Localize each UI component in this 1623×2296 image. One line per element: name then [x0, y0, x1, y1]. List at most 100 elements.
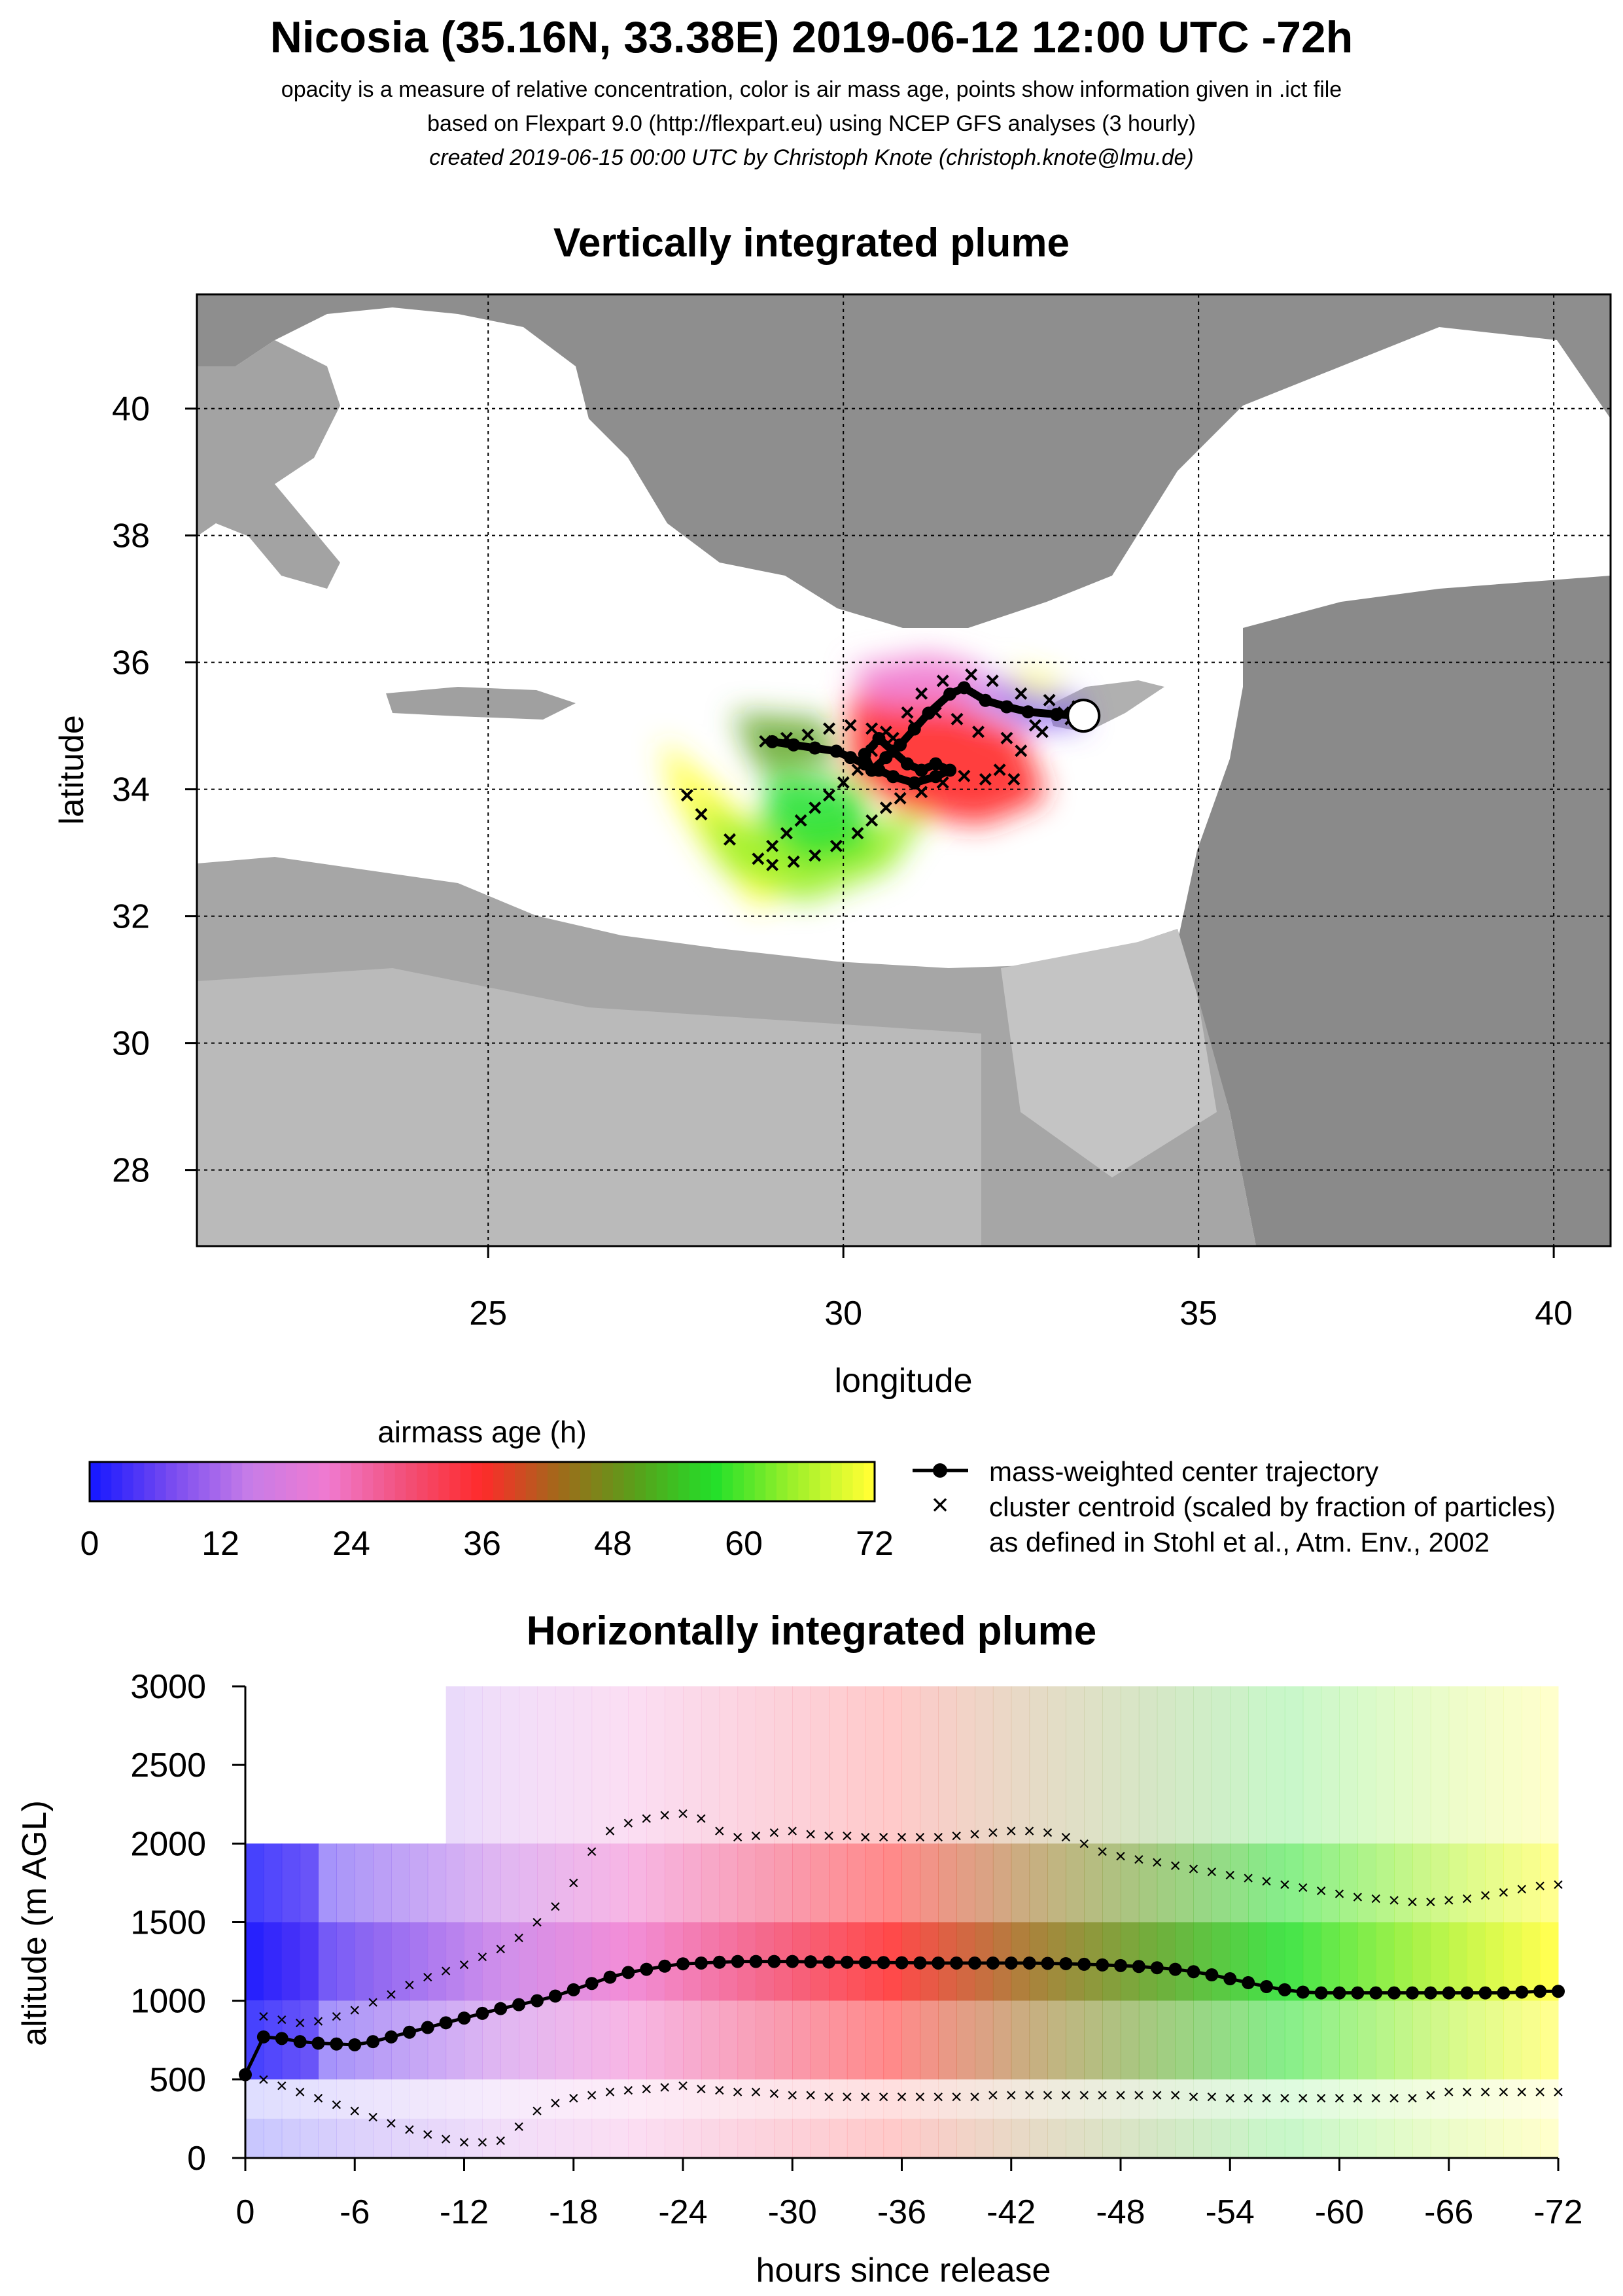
- profile-heatmap-cell: [774, 2118, 793, 2158]
- center-trajectory-point: [907, 722, 921, 736]
- profile-cluster-mark: ×: [258, 2006, 270, 2028]
- profile-heatmap-cell: [1248, 2118, 1267, 2158]
- profile-heatmap-cell: [1503, 2000, 1522, 2079]
- colorbar-cell: [754, 1462, 766, 1501]
- profile-heatmap-cell: [1485, 1686, 1504, 1844]
- profile-cluster-mark: ×: [459, 2132, 470, 2153]
- profile-heatmap-cell: [756, 2000, 775, 2079]
- profile-heatmap-cell: [519, 1843, 538, 1922]
- profile-cluster-mark: ×: [677, 2075, 689, 2096]
- profile-cluster-mark: ×: [623, 2080, 635, 2102]
- profile-heatmap-cell: [719, 1843, 739, 1922]
- profile-heatmap-cell: [519, 2079, 538, 2119]
- colorbar-cell: [329, 1462, 341, 1501]
- profile-center-point: [1296, 1985, 1310, 1999]
- profile-cluster-mark: ×: [915, 1827, 926, 1849]
- profile-cluster-mark: ×: [604, 1820, 616, 1842]
- cluster-centroid-mark: ×: [964, 661, 979, 689]
- profile-cluster-mark: ×: [1406, 2088, 1418, 2110]
- profile-heatmap-cell: [938, 1686, 957, 1844]
- profile-y-tick-label: 2500: [130, 1747, 206, 1784]
- colorbar-cell: [417, 1462, 428, 1501]
- cluster-centroid-mark: ×: [765, 833, 780, 860]
- map-y-tick-label: 40: [112, 391, 150, 428]
- profile-x-tick-label: -24: [658, 2193, 707, 2231]
- profile-center-point: [585, 1977, 599, 1991]
- colorbar-cell: [700, 1462, 712, 1501]
- profile-heatmap-cell: [281, 2118, 301, 2158]
- profile-cluster-mark: ×: [1370, 1888, 1382, 1909]
- center-trajectory-point: [900, 757, 914, 771]
- profile-center-point: [567, 1983, 580, 1996]
- cluster-centroid-mark: ×: [694, 801, 708, 828]
- profile-center-point: [1515, 1985, 1529, 1999]
- profile-heatmap-cell: [300, 1922, 319, 2001]
- profile-heatmap-cell: [1430, 2079, 1450, 2119]
- profile-heatmap-cell: [792, 1686, 811, 1844]
- profile-center-point: [712, 1955, 726, 1969]
- center-trajectory-point: [886, 744, 900, 758]
- profile-center-point: [968, 1956, 981, 1970]
- profile-heatmap-cell: [1321, 2118, 1340, 2158]
- profile-heatmap-cell: [829, 2079, 848, 2119]
- profile-heatmap-cell: [300, 2079, 319, 2119]
- profile-heatmap-cell: [883, 2118, 902, 2158]
- colorbar-cell: [394, 1462, 406, 1501]
- land-sinai-dark: [1001, 929, 1217, 1177]
- profile-center-point: [694, 1956, 708, 1970]
- profile-cluster-mark: ×: [750, 1825, 762, 1847]
- profile-heatmap-cell: [591, 2118, 610, 2158]
- map-x-ticks: 25 30 35 40: [469, 1246, 1573, 1332]
- profile-heatmap-cell: [1230, 2118, 1249, 2158]
- profile-heatmap-cell: [1011, 2079, 1030, 2119]
- profile-cluster-mark: ×: [349, 2100, 360, 2122]
- center-trajectory-point: [943, 687, 957, 701]
- profile-heatmap-cell: [610, 1922, 629, 2001]
- profile-heatmap-cell: [445, 1686, 464, 1844]
- profile-cluster-mark: ×: [1297, 2088, 1309, 2110]
- profile-heatmap-cell: [883, 2000, 902, 2079]
- colorbar-cell: [242, 1462, 254, 1501]
- profile-heatmap-cell: [774, 2079, 793, 2119]
- profile-y-tick-label: 0: [187, 2140, 206, 2178]
- profile-cluster-mark: ×: [1534, 1875, 1546, 1897]
- profile-cluster-mark: ×: [1096, 1841, 1108, 1862]
- profile-heatmap-cell: [646, 2079, 665, 2119]
- colorbar-cell: [122, 1462, 134, 1501]
- profile-heatmap-cell: [1522, 1686, 1541, 1844]
- profile-heatmap-cell: [1193, 1686, 1212, 1844]
- profile-heatmap-cell: [992, 2079, 1012, 2119]
- profile-heatmap-cell: [1102, 2079, 1121, 2119]
- profile-cluster-mark: ×: [1425, 2085, 1437, 2106]
- profile-heatmap-cell: [883, 1843, 902, 1922]
- map-y-tick-label: 34: [112, 771, 150, 809]
- profile-heatmap-cell: [865, 1843, 884, 1922]
- cluster-centroid-mark: ×: [865, 807, 879, 835]
- profile-cluster-mark: ×: [695, 2078, 707, 2100]
- profile-x-tick-label: -54: [1206, 2193, 1255, 2231]
- cluster-centroid-mark: ×: [808, 795, 822, 822]
- profile-heatmap-cell: [1339, 1843, 1358, 1922]
- profile-cluster-mark: ×: [732, 2081, 744, 2103]
- profile-x-tick-label: -18: [549, 2193, 598, 2231]
- profile-y-tick-label: 2000: [130, 1825, 206, 1863]
- profile-heatmap-cell: [519, 1686, 538, 1844]
- cluster-centroid-mark: ×: [822, 715, 836, 742]
- profile-heatmap-cell: [719, 1686, 739, 1844]
- profile-cluster-mark: ×: [331, 2006, 343, 2028]
- profile-cluster-mark: ×: [349, 2000, 360, 2021]
- profile-center-point: [293, 2035, 307, 2049]
- colorbar-cell: [569, 1462, 581, 1501]
- profile-heatmap-cell: [318, 2118, 337, 2158]
- profile-x-tick-label: -36: [877, 2193, 926, 2231]
- profile-heatmap-cell: [537, 1843, 556, 1922]
- subtitle-line-3: created 2019-06-15 00:00 UTC by Christop…: [429, 145, 1194, 170]
- profile-heatmap-cell: [1266, 1686, 1285, 1844]
- profile-heatmap-cells: [245, 1686, 1559, 2158]
- profile-cluster-mark: ×: [786, 2085, 798, 2106]
- profile-heatmap-cell: [811, 2000, 829, 2079]
- profile-heatmap-cell: [373, 2079, 392, 2119]
- colorbar-cell: [831, 1462, 843, 1501]
- profile-heatmap-cell: [1029, 1843, 1048, 1922]
- center-trajectory-point: [929, 757, 943, 771]
